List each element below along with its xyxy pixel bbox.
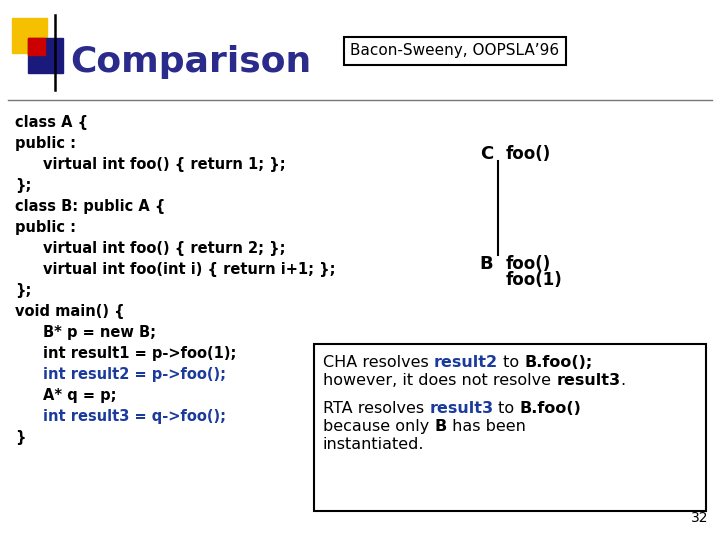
Text: };: }; — [15, 178, 32, 193]
Bar — [28, 38, 63, 73]
Bar — [28, 38, 45, 55]
Text: class B: public A {: class B: public A { — [15, 199, 166, 214]
Text: class A {: class A { — [15, 115, 88, 130]
Bar — [12, 18, 47, 53]
Text: A* q = p;: A* q = p; — [43, 388, 117, 403]
FancyBboxPatch shape — [344, 37, 566, 65]
FancyBboxPatch shape — [314, 344, 706, 511]
Text: virtual int foo() { return 2; };: virtual int foo() { return 2; }; — [43, 241, 286, 256]
Text: result3: result3 — [429, 401, 493, 416]
Text: has been: has been — [446, 419, 526, 434]
Text: B: B — [480, 255, 493, 273]
Text: }: } — [15, 430, 25, 445]
Text: virtual int foo(int i) { return i+1; };: virtual int foo(int i) { return i+1; }; — [43, 262, 336, 277]
Text: public :: public : — [15, 136, 76, 151]
Text: int result2 = p->foo();: int result2 = p->foo(); — [43, 367, 226, 382]
Text: instantiated.: instantiated. — [323, 437, 425, 452]
Text: B* p = new B;: B* p = new B; — [43, 325, 156, 340]
Text: public :: public : — [15, 220, 76, 235]
Text: B.foo();: B.foo(); — [524, 355, 593, 370]
Text: int result1 = p->foo(1);: int result1 = p->foo(1); — [43, 346, 236, 361]
Text: virtual int foo() { return 1; };: virtual int foo() { return 1; }; — [43, 157, 286, 172]
Text: result3: result3 — [556, 373, 620, 388]
Text: foo(1): foo(1) — [506, 271, 563, 289]
Text: RTA resolves: RTA resolves — [323, 401, 429, 416]
Text: .: . — [620, 373, 626, 388]
Text: B.foo(): B.foo() — [520, 401, 582, 416]
Text: to: to — [498, 355, 524, 370]
Text: };: }; — [15, 283, 32, 298]
Text: Comparison: Comparison — [70, 45, 311, 79]
Text: void main() {: void main() { — [15, 304, 125, 319]
Text: 32: 32 — [690, 511, 708, 525]
Text: Bacon-Sweeny, OOPSLA’96: Bacon-Sweeny, OOPSLA’96 — [351, 44, 559, 58]
Text: to: to — [493, 401, 520, 416]
Text: C: C — [480, 145, 493, 163]
Text: B: B — [434, 419, 446, 434]
Text: foo(): foo() — [506, 255, 552, 273]
Text: however, it does not resolve: however, it does not resolve — [323, 373, 556, 388]
Text: because only: because only — [323, 419, 434, 434]
Text: result2: result2 — [434, 355, 498, 370]
Text: foo(): foo() — [506, 145, 552, 163]
Text: CHA resolves: CHA resolves — [323, 355, 434, 370]
Text: int result3 = q->foo();: int result3 = q->foo(); — [43, 409, 226, 424]
